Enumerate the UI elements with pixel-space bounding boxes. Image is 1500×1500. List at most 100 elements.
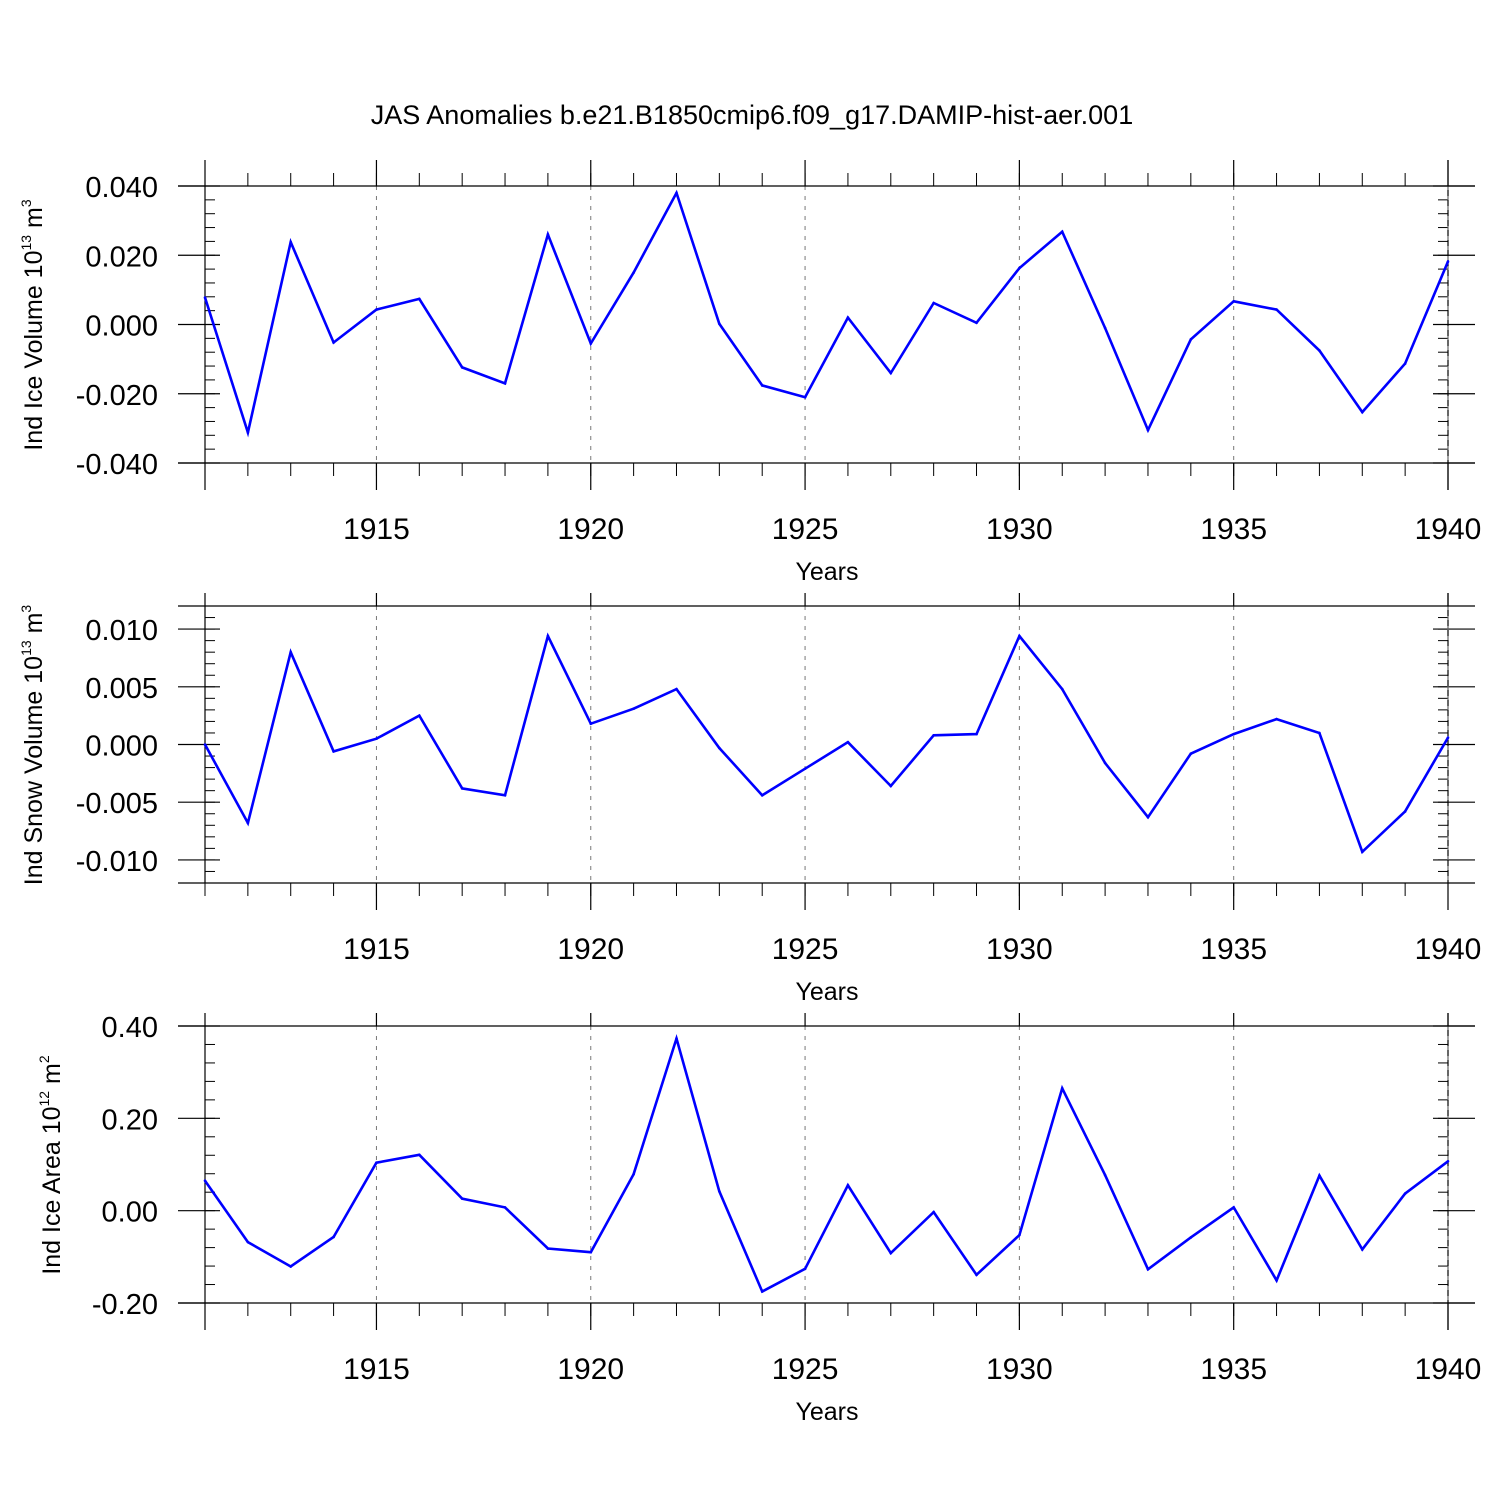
panel-3-data-point xyxy=(1189,1236,1193,1239)
panel-1-data-point xyxy=(503,382,507,385)
panel-2-data-point xyxy=(803,767,807,771)
panel-2-y-axis-label-exponent: 13 xyxy=(18,640,34,656)
panel-2-data-point xyxy=(546,634,550,638)
panel-1-data-point xyxy=(1189,338,1193,341)
panel-2-x-tick-label: 1920 xyxy=(557,933,624,966)
panel-1-data-point xyxy=(589,342,593,345)
panel-2-data-point xyxy=(932,733,935,737)
panel-2-data-point xyxy=(1360,850,1364,854)
panel-3-y-axis-label-text: Ind Ice Area 10 xyxy=(38,1106,66,1274)
panel-3-data-point xyxy=(846,1183,850,1187)
panel-1-x-tick-label: 1930 xyxy=(986,513,1053,546)
panel-2-data-point xyxy=(760,793,764,797)
panel-3-data-point xyxy=(975,1273,978,1277)
panel-1-data-point xyxy=(675,191,678,195)
panel-1-data-point xyxy=(846,316,850,319)
panel-3-data-point xyxy=(589,1250,593,1254)
panel-2-y-tick-label: -0.005 xyxy=(76,788,158,820)
panel-1-data-point xyxy=(418,297,421,301)
panel-1-data-point xyxy=(632,271,635,274)
panel-1-y-tick-label: 0.040 xyxy=(85,172,158,204)
panel-2-data-point xyxy=(460,787,464,790)
panel-3-x-tick-label: 1935 xyxy=(1200,1353,1267,1386)
panel-3-data-point xyxy=(246,1240,250,1244)
panel-2-data-point xyxy=(332,750,335,753)
panel-2-data-point xyxy=(1189,752,1193,756)
panel-2-data-point xyxy=(1232,732,1235,736)
panel-1-data-point xyxy=(1275,308,1278,311)
panel-3-y-axis-label-exponent: 12 xyxy=(36,1091,52,1107)
panel-3-y-tick-label: 0.00 xyxy=(102,1197,158,1229)
panel-2-x-tick-label: 1930 xyxy=(986,933,1053,966)
panel-2-y-axis-label-unit-exponent: 3 xyxy=(18,605,34,613)
panel-3-data-series-line xyxy=(203,1033,1449,1294)
panel-1-data-point xyxy=(460,366,464,369)
panel-3-data-point xyxy=(632,1172,635,1176)
panel-1-data-point xyxy=(203,296,207,299)
panel-3-data-point xyxy=(1232,1206,1235,1209)
panel-2-x-axis-label: Years xyxy=(795,978,858,1006)
panel-2-y-axis-label: Ind Snow Volume 1013 m3 xyxy=(18,605,48,886)
panel-3-data-point xyxy=(1318,1174,1321,1177)
panel-3-data-point xyxy=(460,1197,464,1200)
figure-title: JAS Anomalies b.e21.B1850cmip6.f09_g17.D… xyxy=(371,100,1133,130)
panel-1-data-point xyxy=(546,233,550,236)
panel-2-data-point xyxy=(675,687,678,691)
panel-1-x-axis-label: Years xyxy=(795,558,858,586)
panel-3-data-point xyxy=(1060,1087,1064,1090)
panel-1-y-axis-label: Ind Ice Volume 1013 m3 xyxy=(18,199,48,451)
panel-3-data-point xyxy=(289,1265,293,1268)
panel-3-data-point xyxy=(675,1037,678,1040)
panel-3-x-tick-label: 1920 xyxy=(557,1353,624,1386)
panel-1-data-point xyxy=(803,395,807,399)
panel-1-y-tick-label: 0.000 xyxy=(85,311,158,343)
panel-1-data-point xyxy=(1318,349,1321,352)
panel-2-data-point xyxy=(1446,736,1450,739)
panel-2-y-axis-label-text: Ind Snow Volume 10 xyxy=(20,656,48,885)
panel-2-data-point xyxy=(632,707,635,711)
panel-1-data-point xyxy=(289,240,293,244)
panel-1-data-point xyxy=(332,341,335,344)
panel-3-y-axis-label: Ind Ice Area 1012 m2 xyxy=(36,1055,66,1275)
chart-panel-3: -0.20 0.00 0.20 0.40 1915 1920 1925 1930 1935 194… xyxy=(36,1012,1481,1426)
panel-1-data-point xyxy=(889,371,893,375)
panel-1-data-point xyxy=(932,301,935,305)
chart-panel-2: -0.010 -0.005 0.000 0.005 0.010 1915 1920 1925 1… xyxy=(18,593,1481,1006)
panel-2-y-tick-label: -0.010 xyxy=(76,846,158,878)
panel-3-data-point xyxy=(546,1247,550,1250)
panel-1-x-tick-label: 1915 xyxy=(343,513,410,546)
panel-1-data-point xyxy=(1103,326,1107,330)
panel-2-data-point xyxy=(503,793,507,797)
panel-1-data-point xyxy=(375,308,378,311)
panel-1-y-axis-label-exponent: 13 xyxy=(18,235,34,251)
panel-3-x-tick-label: 1915 xyxy=(343,1353,410,1386)
panel-1-data-point xyxy=(1018,266,1021,270)
panel-2-y-tick-label: 0.005 xyxy=(85,673,158,705)
panel-3-y-axis-label-unit-exponent: 2 xyxy=(36,1055,52,1063)
panel-2-data-point xyxy=(289,650,293,654)
panel-2-data-point xyxy=(975,732,978,736)
panel-2-data-point xyxy=(1318,731,1321,735)
panel-1-y-axis-label-text: Ind Ice Volume 10 xyxy=(20,251,48,451)
panel-1-y-tick-label: 0.020 xyxy=(85,241,158,273)
panel-2-data-point xyxy=(203,743,207,746)
panel-1-data-series-line xyxy=(203,189,1450,438)
panel-2-data-point xyxy=(1403,810,1407,813)
panel-1-data-point xyxy=(718,322,721,326)
panel-2-data-point xyxy=(889,784,893,788)
panel-2-data-point xyxy=(1146,815,1150,819)
panel-3-data-point xyxy=(503,1206,507,1209)
panel-2-x-tick-label: 1940 xyxy=(1415,933,1482,966)
panel-3-y-axis-label-unit: m xyxy=(38,1063,66,1091)
panel-2-data-series-line xyxy=(203,632,1450,855)
panel-3-data-point xyxy=(418,1153,421,1157)
panel-3-y-tick-label: 0.40 xyxy=(102,1012,158,1044)
panel-3-y-tick-label: -0.20 xyxy=(92,1289,158,1321)
panel-3-data-point xyxy=(1018,1233,1021,1237)
panel-3-data-point xyxy=(203,1179,207,1182)
panel-1-x-tick-label: 1935 xyxy=(1200,513,1267,546)
panels: -0.040 -0.020 0.000 0.020 0.040 1915 1920 1925 1… xyxy=(18,160,1481,1426)
panel-3-data-point xyxy=(375,1161,378,1164)
